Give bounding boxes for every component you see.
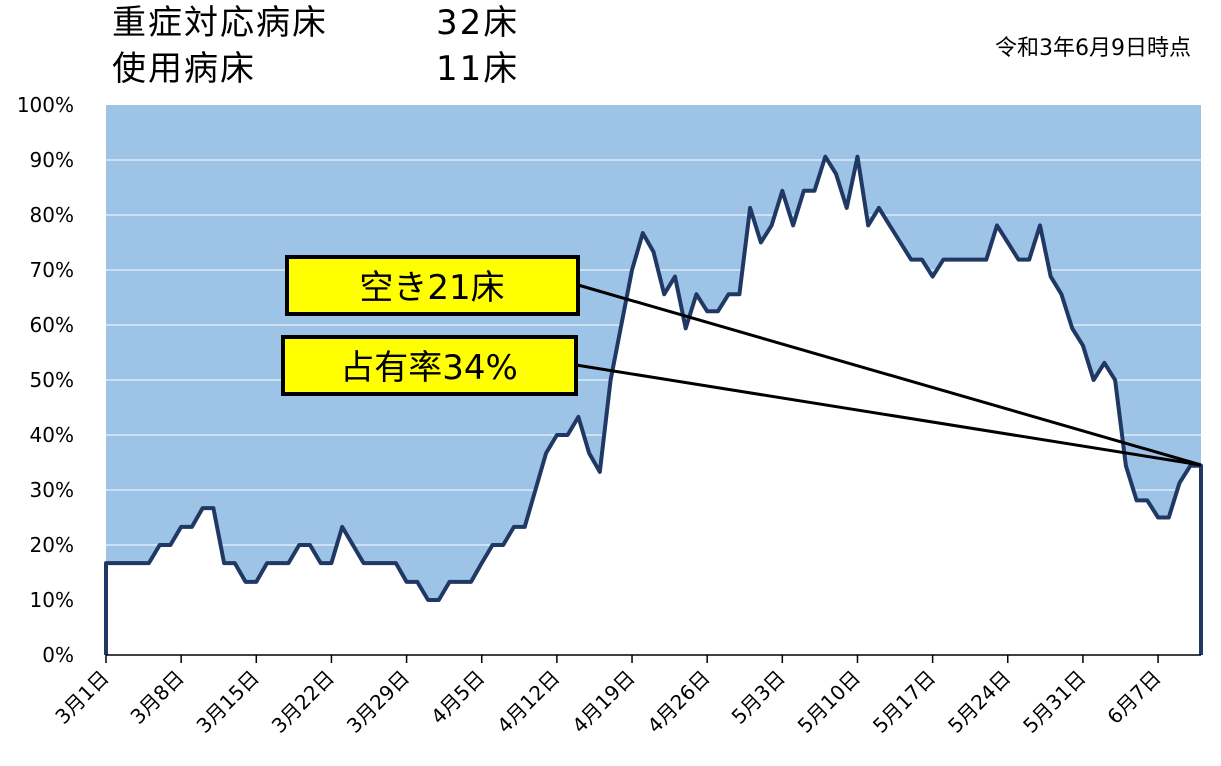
y-tick-label: 70%: [30, 258, 74, 282]
x-tick-label: 3月8日: [125, 666, 188, 729]
y-tick-label: 60%: [30, 313, 74, 337]
vacant-leader-line: [577, 283, 1202, 467]
unused-area: [106, 156, 1201, 655]
occupancy-callout-text: 占有率34%: [340, 348, 518, 388]
occupancy-callout-box: [281, 335, 578, 396]
severe-beds-label: 重症対応病床: [112, 3, 328, 43]
occupancy-callout: 占有率34%: [281, 335, 578, 396]
y-tick-label: 90%: [30, 148, 74, 172]
x-tick-label: 5月17日: [868, 666, 940, 738]
y-tick-label: 80%: [30, 203, 74, 227]
x-tick-label: 5月24日: [943, 666, 1015, 738]
used-beds-label: 使用病床: [112, 49, 256, 89]
used-beds-value: 11床: [436, 49, 520, 89]
x-tick-label: 3月29日: [342, 666, 414, 738]
vacant-callout-box: [285, 255, 580, 316]
y-tick-label: 40%: [30, 423, 74, 447]
vacant-callout: 空き21床: [285, 255, 580, 316]
vacant-callout-text: 空き21床: [359, 268, 504, 308]
severe-beds-value: 32床: [436, 3, 520, 43]
x-tick-label: 6月7日: [1102, 666, 1165, 729]
y-tick-label: 30%: [30, 478, 74, 502]
x-tick-label: 4月19日: [567, 666, 639, 738]
x-tick-label: 3月15日: [192, 666, 264, 738]
as-of-date: 令和3年6月9日時点: [995, 36, 1191, 61]
x-tick-label: 3月22日: [267, 666, 339, 738]
y-tick-label: 0%: [42, 643, 74, 667]
x-tick-label: 5月10日: [793, 666, 865, 738]
x-tick-label: 4月5日: [426, 666, 489, 729]
occupancy-leader-line: [575, 363, 1202, 467]
x-tick-label: 5月31日: [1018, 666, 1090, 738]
x-tick-label: 4月26日: [642, 666, 714, 738]
y-tick-label: 50%: [30, 368, 74, 392]
x-tick-label: 4月12日: [492, 666, 564, 738]
y-tick-label: 10%: [30, 588, 74, 612]
x-tick-label: 5月3日: [727, 666, 790, 729]
x-tick-label: 3月1日: [50, 666, 113, 729]
y-tick-label: 20%: [30, 533, 74, 557]
x-axis-ticks: 3月1日 3月8日 3月15日 3月22日 3月29日 4月5日 4月12日 4月19日 4月2…: [50, 655, 1166, 738]
y-axis-ticks: 0% 10% 20% 30% 40% 50% 60% 70% 80% 90% 100%: [17, 93, 74, 667]
y-tick-label: 100%: [17, 93, 74, 117]
series-line: [104, 154, 1203, 655]
